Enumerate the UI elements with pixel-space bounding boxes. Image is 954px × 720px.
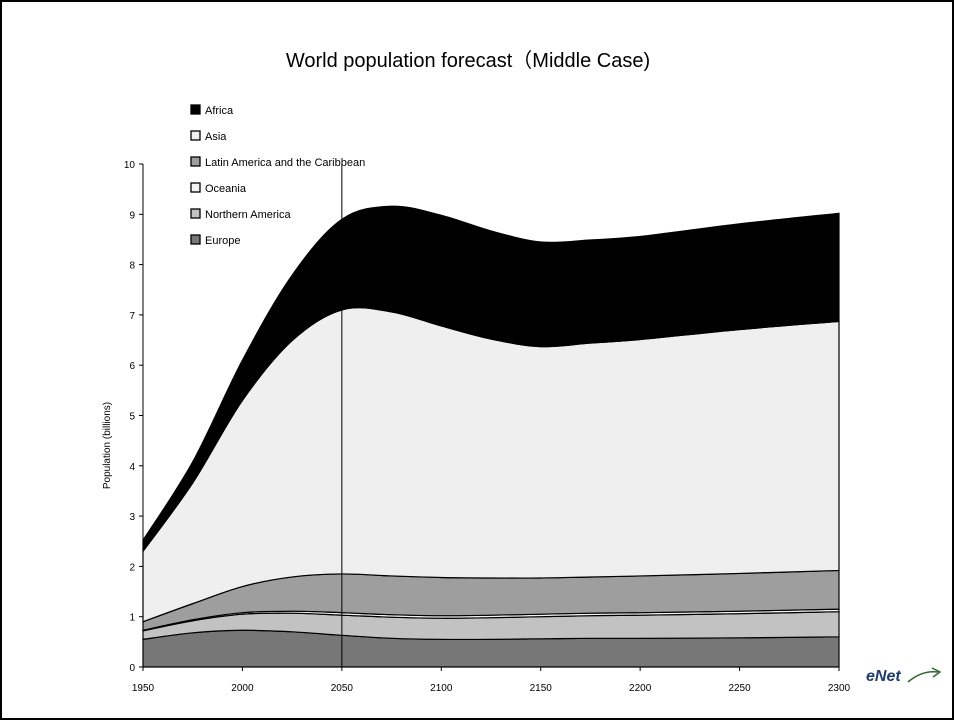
y-tick-label: 9 — [129, 210, 135, 221]
x-tick-label: 2000 — [231, 683, 254, 694]
legend-swatch — [190, 130, 201, 141]
y-tick-label: 6 — [129, 361, 135, 372]
x-tick-label: 2050 — [331, 683, 354, 694]
legend-swatch — [190, 234, 201, 245]
legend-swatch — [190, 104, 201, 115]
legend-label: Latin America and the Caribbean — [205, 157, 365, 169]
x-tick-label: 1950 — [132, 683, 155, 694]
legend-label: Northern America — [205, 209, 291, 221]
area-series-group — [142, 205, 840, 668]
legend-label: Europe — [205, 235, 240, 247]
y-tick-label: 1 — [129, 613, 135, 624]
legend: Africa Asia Latin America and the Caribbea… — [190, 104, 365, 247]
legend-label: Oceania — [205, 183, 247, 195]
x-tick-label: 2250 — [728, 683, 751, 694]
x-tick-label: 2150 — [530, 683, 553, 694]
chart-title: World population forecast（Middle Case) — [285, 50, 651, 72]
y-tick-label: 3 — [129, 512, 135, 523]
y-tick-label: 8 — [129, 261, 135, 272]
legend-swatch — [190, 208, 201, 219]
area-africa — [142, 205, 840, 554]
x-tick-label: 2100 — [430, 683, 453, 694]
logo-text: eNet — [866, 668, 901, 685]
arrow-swoosh-icon — [907, 667, 942, 683]
x-tick-label: 2200 — [629, 683, 652, 694]
legend-swatch — [190, 156, 201, 167]
x-tick-label: 2300 — [828, 683, 851, 694]
legend-label: Asia — [205, 131, 227, 143]
y-tick-label: 10 — [124, 160, 136, 171]
axes: 0 1 2 3 4 5 6 7 8 9 10 1950 2000 2050 2100 2150 2200 2250… — [124, 160, 851, 694]
y-tick-label: 4 — [129, 462, 135, 473]
y-tick-label: 5 — [129, 412, 135, 423]
legend-label: Africa — [205, 105, 234, 117]
y-tick-label: 0 — [129, 663, 135, 674]
y-tick-label: 7 — [129, 311, 135, 322]
y-axis-label: Population (billions) — [102, 402, 113, 489]
legend-swatch — [190, 182, 201, 193]
y-tick-label: 2 — [129, 562, 135, 573]
